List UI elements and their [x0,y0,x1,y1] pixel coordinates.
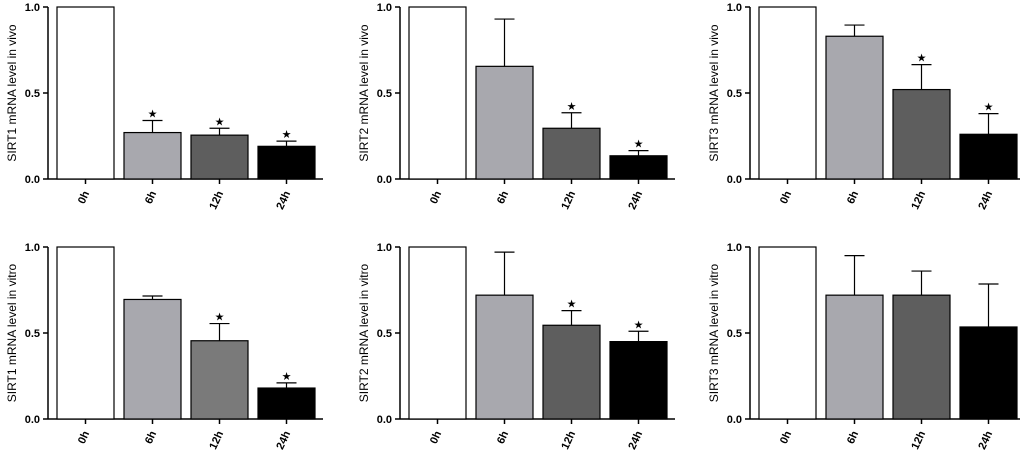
chart-panel-5: SIRT2 mRNA level in vitro 0.0 0.5 1.0 0h 6h ★ 1… [357,242,675,451]
y-tick-label: 0.0 [377,174,392,186]
bar-6h [123,298,182,420]
bar-24h [959,326,1018,420]
x-tick-label: 12h [559,429,578,452]
x-tick-label: 6h [845,189,861,206]
y-tick-label: 1.0 [727,242,742,254]
y-axis-title: SIRT1 mRNA level in vivo [5,24,19,161]
x-tick-label: 12h [909,189,928,212]
x-tick-label: 0h [778,429,794,446]
y-tick-label: 1.0 [25,2,40,14]
significance-star: ★ [634,318,644,331]
y-tick-label: 0.5 [727,88,742,100]
x-tick-label: 12h [207,189,226,212]
y-tick-label: 0.5 [377,328,392,340]
significance-star: ★ [215,115,225,128]
y-tick-label: 0.0 [727,174,742,186]
y-axis-title: SIRT3 mRNA level in vivo [707,24,721,161]
y-tick-label: 0.5 [25,88,40,100]
bar-0h [56,6,115,180]
bar-6h [825,294,884,420]
bar-0h [758,6,817,180]
y-tick-label: 1.0 [377,2,392,14]
y-tick-label: 0.0 [25,174,40,186]
x-tick-label: 0h [778,189,794,206]
x-tick-label: 24h [976,429,995,452]
bar-12h [892,88,951,180]
chart-panel-3: SIRT3 mRNA level in vivo 0.0 0.5 1.0 0h 6h ★ 12… [707,2,1020,211]
y-tick-label: 1.0 [727,2,742,14]
significance-star: ★ [567,100,577,113]
x-tick-label: 24h [976,189,995,212]
y-tick-label: 0.5 [377,88,392,100]
x-tick-label: 0h [428,189,444,206]
y-axis-title: SIRT3 mRNA level in vitro [707,263,721,402]
x-tick-label: 24h [626,189,645,212]
x-tick-label: 6h [495,429,511,446]
significance-star: ★ [148,108,158,121]
bar-0h [758,246,817,420]
bar-6h [475,65,534,180]
significance-star: ★ [215,311,225,324]
bar-0h [408,6,467,180]
bar-6h [475,294,534,420]
significance-star: ★ [282,128,292,141]
bar-12h [190,340,249,420]
x-tick-label: 0h [76,189,92,206]
significance-star: ★ [567,298,577,311]
significance-star: ★ [282,370,292,383]
y-tick-label: 0.0 [727,414,742,426]
y-tick-label: 1.0 [25,242,40,254]
chart-panel-4: SIRT1 mRNA level in vitro 0.0 0.5 1.0 0h 6h ★ 1… [5,242,323,451]
y-tick-label: 0.5 [727,328,742,340]
chart-panel-6: SIRT3 mRNA level in vitro 0.0 0.5 1.0 0h 6h 12… [707,242,1020,451]
bar-24h [257,387,316,420]
bar-24h [257,145,316,180]
x-tick-label: 12h [909,429,928,452]
y-axis-title: SIRT1 mRNA level in vitro [5,263,19,402]
x-tick-label: 6h [143,189,159,206]
y-tick-label: 0.5 [25,328,40,340]
bar-24h [609,155,668,180]
x-tick-label: 12h [559,189,578,212]
x-tick-label: 12h [207,429,226,452]
significance-star: ★ [634,138,644,151]
x-tick-label: 6h [143,429,159,446]
x-tick-label: 0h [76,429,92,446]
x-tick-label: 0h [428,429,444,446]
x-tick-label: 6h [845,429,861,446]
chart-panel-1: SIRT1 mRNA level in vivo 0.0 0.5 1.0 0h ★ 6h ★ 1… [5,2,323,211]
y-axis-title: SIRT2 mRNA level in vitro [357,263,371,402]
x-tick-label: 24h [626,429,645,452]
significance-star: ★ [984,101,994,114]
bar-0h [56,246,115,420]
y-tick-label: 0.0 [25,414,40,426]
x-tick-label: 24h [274,189,293,212]
x-tick-label: 24h [274,429,293,452]
bar-24h [609,341,668,420]
y-tick-label: 0.0 [377,414,392,426]
bar-6h [825,35,884,180]
bar-12h [542,324,601,420]
y-tick-label: 1.0 [377,242,392,254]
bar-12h [892,294,951,420]
bar-24h [959,133,1018,180]
bar-12h [542,127,601,180]
bar-12h [190,134,249,180]
y-axis-title: SIRT2 mRNA level in vivo [357,24,371,161]
chart-panel-2: SIRT2 mRNA level in vivo 0.0 0.5 1.0 0h 6h ★ 12… [357,2,675,211]
x-tick-label: 6h [495,189,511,206]
bar-0h [408,246,467,420]
bar-6h [123,131,182,180]
significance-star: ★ [917,52,927,65]
